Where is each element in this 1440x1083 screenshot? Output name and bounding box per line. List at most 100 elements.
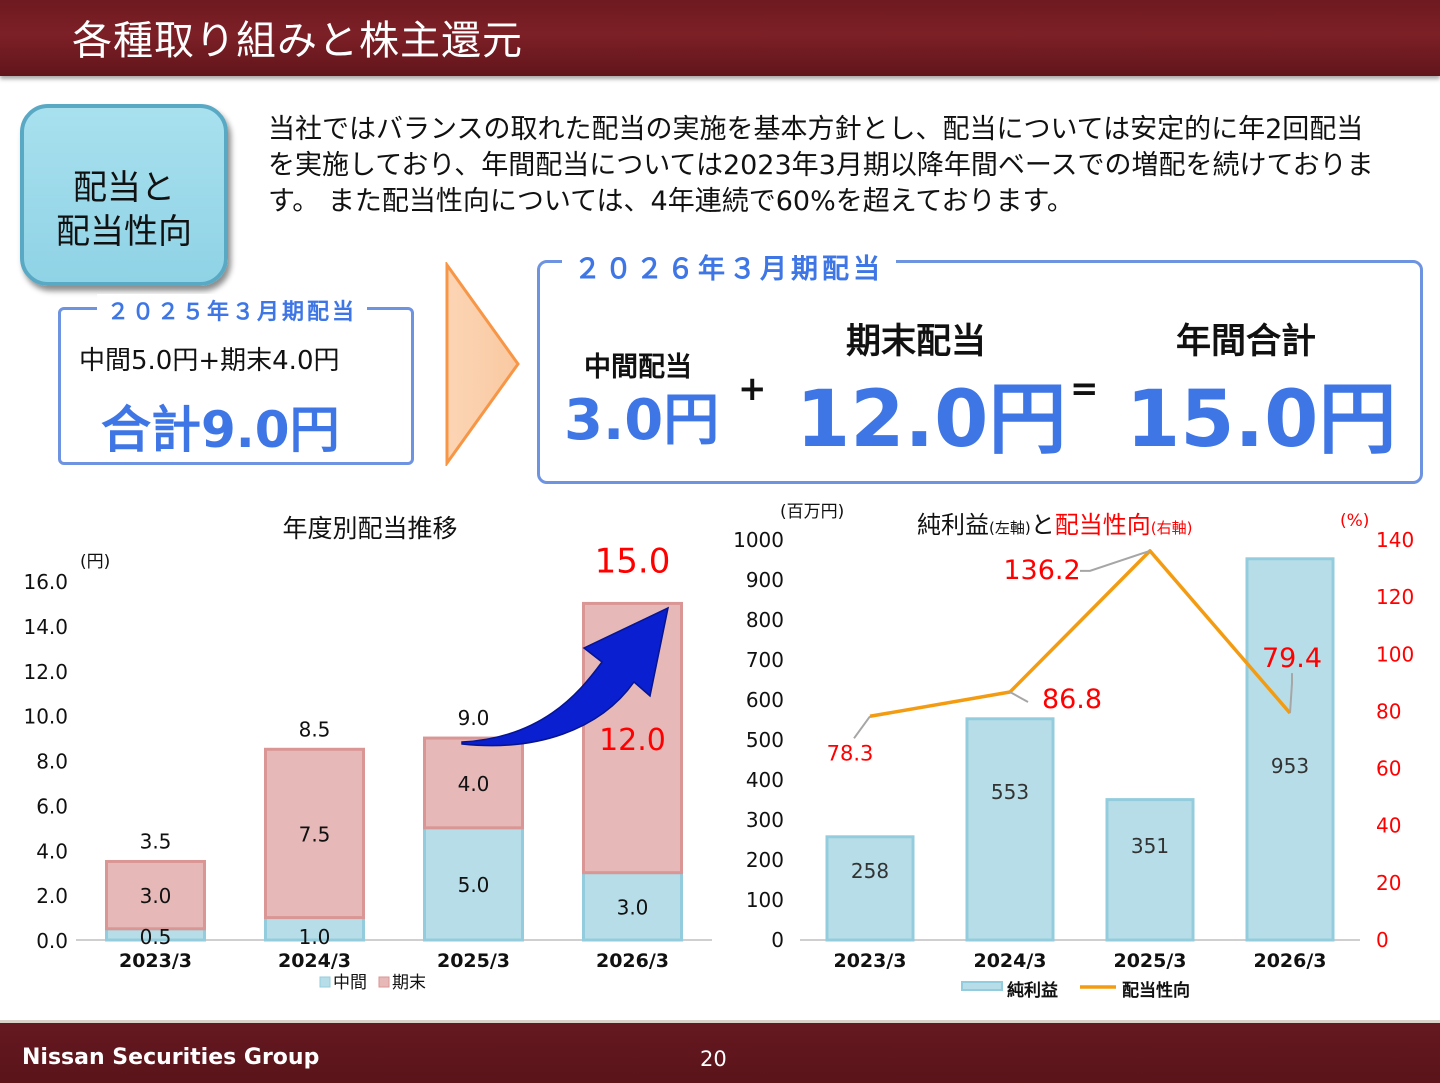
legend-payout-label: 配当性向 [1122,980,1190,1001]
net-income-value-label: 953 [1271,754,1309,778]
x-tick-label: 2025/3 [1113,950,1186,972]
interim-dividend-label: 中間配当 [584,352,692,383]
left-tick-label: 0 [771,928,784,952]
y-tick-label: 8.0 [36,750,68,774]
right-tick-label: 40 [1376,814,1401,838]
right-axis-unit: (%) [1340,511,1369,531]
y-tick-label: 4.0 [36,839,68,863]
right-tick-label: 20 [1376,871,1401,895]
y-tick-label: 12.0 [23,660,68,684]
dividend-2025-detail: 中間5.0円+期末4.0円 [79,346,340,376]
y-tick-label: 14.0 [23,615,68,639]
interim-value-label: 5.0 [458,873,490,897]
right-tick-label: 140 [1376,528,1414,552]
title-right-axis-note: (右軸) [1151,519,1193,537]
left-tick-label: 700 [746,648,784,672]
leader-line [1009,691,1029,703]
leader-line [853,715,871,739]
final-dividend-label: 期末配当 [846,322,987,362]
dividend-2026-box: ２０２６年３月期配当 中間配当 3.0円 + 期末配当 12.0円 = 年間合計… [537,247,1423,484]
page-number: 20 [700,1047,727,1071]
title-bar: 各種取り組みと株主還元 [0,0,1440,76]
right-tick-label: 0 [1376,928,1389,952]
equals-sign: = [1070,369,1099,409]
x-tick-label: 2026/3 [596,950,669,972]
left-tick-label: 300 [746,808,784,832]
right-tick-label: 100 [1376,642,1414,666]
y-tick-label: 16.0 [23,570,68,594]
company-name: Nissan Securities Group [22,1045,320,1070]
dividend-history-chart: 年度別配当推移 (円) 16.0 14.0 12.0 10.0 8.0 6.0 4.0 2.0 0.… [23,514,712,993]
badge-line-2: 配当性向 [56,212,192,252]
total-value-label: 9.0 [458,706,490,730]
total-value-label: 8.5 [299,717,331,741]
badge-line-1: 配当と [73,168,175,208]
y-tick-label: 6.0 [36,794,68,818]
footer-bar: Nissan Securities Group 20 [0,1020,1440,1083]
x-tick-label: 2026/3 [1253,950,1326,972]
x-tick-label: 2023/3 [119,950,192,972]
final-value-label: 3.0 [140,884,172,908]
x-tick-label: 2023/3 [833,950,906,972]
final-value-label: 12.0 [599,723,666,758]
left-tick-label: 200 [746,848,784,872]
leader-line [1080,549,1151,572]
interim-value-label: 3.0 [617,895,649,919]
interim-value-label: 1.0 [299,925,331,949]
final-dividend-value: 12.0円 [796,375,1067,465]
payout-ratio-label: 78.3 [827,741,874,765]
section-badge: 配当と 配当性向 [20,104,228,286]
payout-ratio-line [869,549,1292,719]
right-tick-label: 60 [1376,757,1401,781]
total-value-label: 15.0 [595,541,671,581]
final-bar [423,736,524,830]
x-tick-label: 2024/3 [973,950,1046,972]
dividend-2025-box: ２０２５年３月期配当 中間5.0円+期末4.0円 合計9.0円 [58,294,414,465]
dividend-2025-total: 合計9.0円 [101,401,340,459]
interim-bar [423,826,524,942]
dividend-2025-legend: ２０２５年３月期配当 [97,294,368,326]
left-tick-label: 900 [746,568,784,592]
growth-arrow-icon [461,606,670,747]
page-title: 各種取り組みと株主還元 [72,18,523,64]
legend-interim-label: 中間 [333,973,367,993]
left-tick-label: 800 [746,608,784,632]
title-net-income: 純利益 [917,511,989,539]
title-joiner: と [1031,511,1055,539]
net-income-value-label: 553 [991,780,1029,804]
interim-dividend-value: 3.0円 [564,388,720,453]
legend-interim-swatch [319,976,331,988]
final-value-label: 7.5 [299,822,331,846]
title-payout-ratio: 配当性向 [1055,511,1151,539]
legend-net-income-label: 純利益 [1007,980,1058,1001]
payout-ratio-label: 136.2 [1003,555,1080,586]
intro-text: 当社ではバランスの取れた配当の実施を基本方針とし、配当については安定的に年2回配… [268,114,1374,217]
interim-value-label: 0.5 [140,925,172,949]
net-income-payout-chart: 純利益(左軸)と配当性向(右軸)(百万円) (%)1000900800700600… [733,502,1414,1001]
y-tick-label: 10.0 [23,705,68,729]
y-tick-label: 0.0 [36,929,68,953]
legend-final-swatch [378,976,390,988]
x-tick-label: 2025/3 [437,950,510,972]
leader-line [1289,673,1293,714]
y-tick-label: 2.0 [36,884,68,908]
legend-net-income-swatch [961,981,1003,991]
net-income-value-label: 258 [851,859,889,883]
annual-total-label: 年間合計 [1176,322,1317,362]
title-left-axis-note: (左軸) [989,519,1031,537]
total-value-label: 3.5 [140,829,172,853]
left-tick-label: 500 [746,728,784,752]
y-axis-unit: (円) [80,552,110,572]
final-bar [105,859,206,931]
left-axis-unit: (百万円) [780,502,844,522]
left-tick-label: 400 [746,768,784,792]
left-tick-label: 1000 [733,528,784,552]
chevron-right-icon [445,262,520,466]
right-tick-label: 80 [1376,699,1401,723]
dividend-2026-legend: ２０２６年３月期配当 [562,247,896,286]
net-income-bar [1245,557,1335,942]
net-income-bar [965,717,1055,942]
annual-total-value: 15.0円 [1126,375,1397,465]
plus-sign: + [738,369,767,409]
payout-ratio-label: 79.4 [1262,643,1322,674]
